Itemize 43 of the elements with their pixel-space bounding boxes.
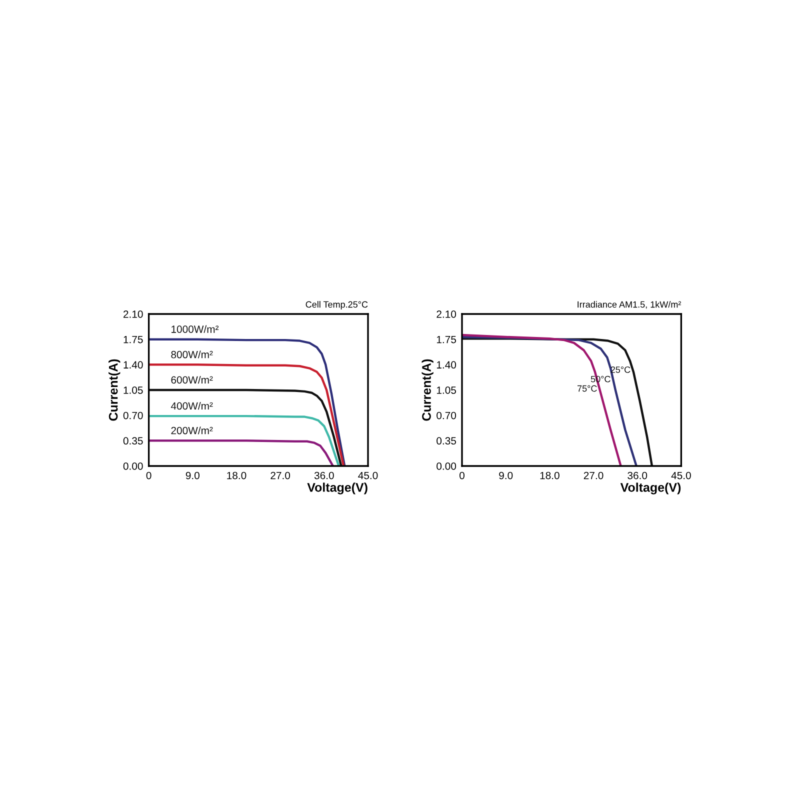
x-axis-title: Voltage(V)	[620, 482, 681, 494]
series-label: 400W/m²	[170, 402, 213, 410]
series-label: 75°C	[578, 385, 597, 392]
x-tick-label: 36.0	[314, 472, 334, 480]
text: Cell Temp.25°C	[306, 301, 368, 310]
y-tick-label: 2.10	[436, 310, 456, 318]
line-series	[148, 338, 346, 466]
x-tick-label: 9.0	[186, 472, 200, 480]
series-label: 200W/m²	[171, 426, 213, 434]
y-axis-title: Current(A)	[422, 359, 434, 421]
x-tick-label: 18.0	[540, 472, 560, 480]
series-label: 1000W/m²	[172, 325, 219, 333]
y-tick-label: 1.40	[436, 361, 456, 369]
x-tick-label: 0	[460, 472, 464, 480]
x-tick-label: 27.0	[584, 472, 604, 480]
y-tick-label: 0.00	[436, 462, 456, 470]
text: Irradiance AM1.5, 1kW/m²	[578, 301, 682, 309]
y-tick-label: 0.70	[123, 412, 143, 420]
x-tick-label: 9.0	[499, 472, 513, 480]
y-tick-label: 0.70	[436, 412, 456, 420]
line-series	[148, 414, 340, 466]
y-tick-label: 1.05	[436, 386, 456, 394]
series-label: 800W/m²	[171, 350, 213, 358]
line-series	[148, 440, 334, 466]
x-tick-label: 18.0	[227, 472, 246, 480]
y-tick-label: 1.75	[436, 336, 456, 344]
series-label: 600W/m²	[171, 376, 213, 384]
y-tick-label: 1.05	[124, 386, 143, 394]
x-tick-label: 36.0	[628, 472, 648, 480]
y-tick-label: 0.35	[123, 437, 143, 445]
y-tick-label: 2.10	[123, 310, 143, 318]
y-tick-label: 0.00	[123, 462, 143, 470]
y-axis-title: Current(A)	[108, 359, 120, 421]
x-tick-label: 0	[146, 472, 152, 480]
x-tick-label: 45.0	[358, 472, 378, 480]
x-tick-label: 45.0	[671, 472, 691, 480]
y-tick-label: 1.40	[124, 361, 143, 369]
y-tick-label: 0.35	[436, 437, 456, 445]
line-series	[148, 388, 342, 466]
line-series	[148, 364, 345, 466]
x-tick-label: 27.0	[270, 472, 290, 480]
y-tick-label: 1.75	[124, 336, 143, 344]
x-axis-title: Voltage(V)	[307, 482, 368, 494]
